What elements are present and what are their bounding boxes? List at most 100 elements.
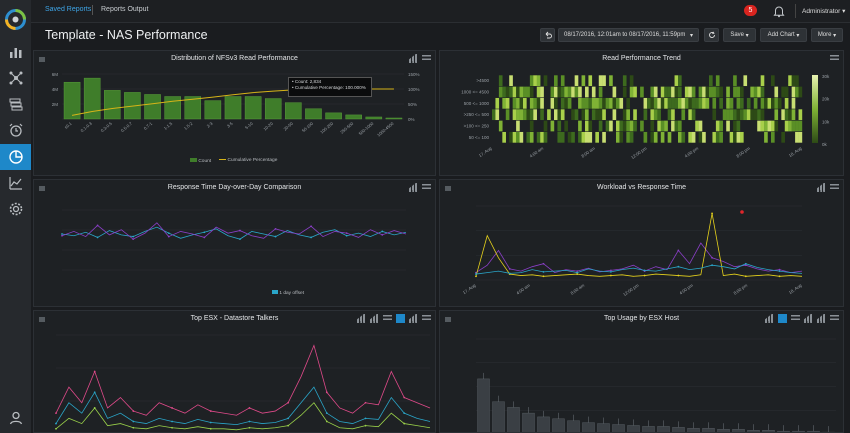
bar-chart-icon[interactable]	[409, 54, 418, 63]
sidebar-item-analytics[interactable]	[0, 170, 31, 196]
collapse-toggle[interactable]	[39, 57, 45, 62]
sidebar-item-dashboard[interactable]	[0, 39, 31, 65]
stacked-chart-icon[interactable]	[370, 314, 379, 323]
heatmap-cell	[688, 109, 692, 121]
y2-tick-label: 100%	[408, 87, 420, 92]
heatmap-cell	[777, 97, 782, 109]
heatmap-cell	[760, 97, 765, 109]
heatmap-cell	[795, 86, 799, 98]
heatmap-cell	[702, 131, 706, 143]
date-range-picker[interactable]: 08/17/2016, 12:01am to 08/17/2016, 11:59…	[558, 28, 699, 42]
refresh-button[interactable]	[704, 28, 719, 42]
heatmap-cell	[588, 97, 593, 109]
bar-usage	[582, 422, 595, 432]
panel-toolbar	[409, 54, 431, 63]
menu-icon[interactable]	[422, 315, 431, 322]
save-label: Save	[730, 32, 744, 38]
heatmap-cell	[505, 109, 510, 121]
sidebar-item-reports[interactable]	[0, 144, 31, 170]
more-button[interactable]: More ▾	[811, 28, 843, 42]
heatmap-cell	[660, 120, 665, 132]
sidebar-item-topology[interactable]	[0, 65, 31, 91]
notification-badge[interactable]: 5	[744, 5, 757, 16]
heatmap-cell	[781, 131, 785, 143]
undo-button[interactable]	[540, 28, 555, 42]
menu-icon[interactable]	[830, 55, 839, 62]
settings-icon	[9, 202, 22, 216]
data-point	[576, 271, 579, 274]
heatmap-cell	[736, 120, 741, 132]
sidebar-item-settings[interactable]	[0, 196, 31, 222]
data-point	[542, 270, 545, 273]
heatmap-cell	[560, 86, 565, 98]
x-tick-label: 8:00 am	[580, 145, 596, 158]
heatmap-cell	[726, 109, 730, 121]
collapse-toggle[interactable]	[39, 317, 45, 322]
tab-saved-reports[interactable]: Saved Reports	[45, 6, 92, 13]
heatmap-cell	[743, 109, 748, 121]
collapse-toggle[interactable]	[445, 317, 451, 322]
line-chart-icon[interactable]	[396, 314, 405, 323]
heatmap-cell	[674, 86, 679, 98]
legend-item-count[interactable]: Count	[190, 158, 211, 164]
line-chart-icon[interactable]	[804, 314, 813, 323]
app-logo-icon[interactable]	[5, 9, 26, 30]
table-icon[interactable]	[791, 315, 800, 322]
bar-chart-icon[interactable]	[409, 314, 418, 323]
heatmap-cell	[753, 109, 758, 121]
save-button[interactable]: Save ▾	[723, 28, 756, 42]
stacked-chart-icon[interactable]	[778, 314, 787, 323]
collapse-toggle[interactable]	[39, 186, 45, 191]
data-point	[167, 232, 170, 235]
add-chart-button[interactable]: Add Chart ▾	[760, 28, 807, 42]
x-tick-label: ≤0.1	[63, 121, 73, 130]
bell-icon[interactable]	[772, 4, 786, 18]
heatmap-cell	[740, 131, 744, 143]
heatmap-cell	[733, 131, 737, 143]
legend-item-offset[interactable]: 1 day offset	[272, 290, 304, 296]
heatmap-cell	[595, 109, 599, 121]
data-point	[274, 227, 277, 230]
sidebar-item-inventory[interactable]	[0, 91, 31, 117]
sidebar-item-user[interactable]	[0, 405, 31, 431]
collapse-toggle[interactable]	[445, 186, 451, 191]
sidebar-item-alarms[interactable]	[0, 117, 31, 143]
menu-icon[interactable]	[830, 184, 839, 191]
column-chart-icon[interactable]	[357, 314, 366, 323]
bar-chart-icon[interactable]	[409, 183, 418, 192]
table-icon[interactable]	[383, 315, 392, 322]
series-line	[55, 402, 431, 431]
user-menu[interactable]: Administrator ▾	[802, 7, 845, 15]
heatmap-cell	[736, 86, 741, 98]
data-point	[167, 235, 170, 238]
heatmap-cell	[588, 75, 593, 87]
heatmap-cell	[495, 97, 500, 109]
heatmap-cell	[612, 86, 617, 98]
heatmap-cell	[712, 86, 717, 98]
menu-icon[interactable]	[422, 184, 431, 191]
heatmap-cell	[591, 109, 596, 121]
menu-icon[interactable]	[830, 315, 839, 322]
heatmap-cell	[512, 131, 517, 143]
tab-reports-output[interactable]: Reports Output	[101, 6, 149, 13]
bar-chart-icon[interactable]	[817, 183, 826, 192]
undo-icon	[545, 31, 552, 39]
sidebar	[0, 0, 31, 433]
heatmap-cell	[523, 97, 527, 109]
legend-item-cumulative[interactable]: Cumulative Percentage	[219, 158, 277, 164]
data-point	[132, 235, 135, 238]
heatmap-cell	[709, 75, 713, 87]
data-point	[345, 232, 348, 235]
heatmap-cell	[581, 75, 586, 87]
heatmap-cell	[588, 120, 593, 132]
x-tick-label: 17. Aug	[478, 145, 493, 158]
heatmap-cell	[709, 86, 713, 98]
data-point	[542, 262, 545, 265]
bar-chart-icon[interactable]	[817, 314, 826, 323]
heatmap-cell	[498, 75, 503, 87]
column-chart-icon[interactable]	[765, 314, 774, 323]
heatmap-cell	[671, 120, 675, 132]
data-point	[209, 421, 212, 424]
menu-icon[interactable]	[422, 55, 431, 62]
heatmap-cell	[516, 86, 520, 98]
